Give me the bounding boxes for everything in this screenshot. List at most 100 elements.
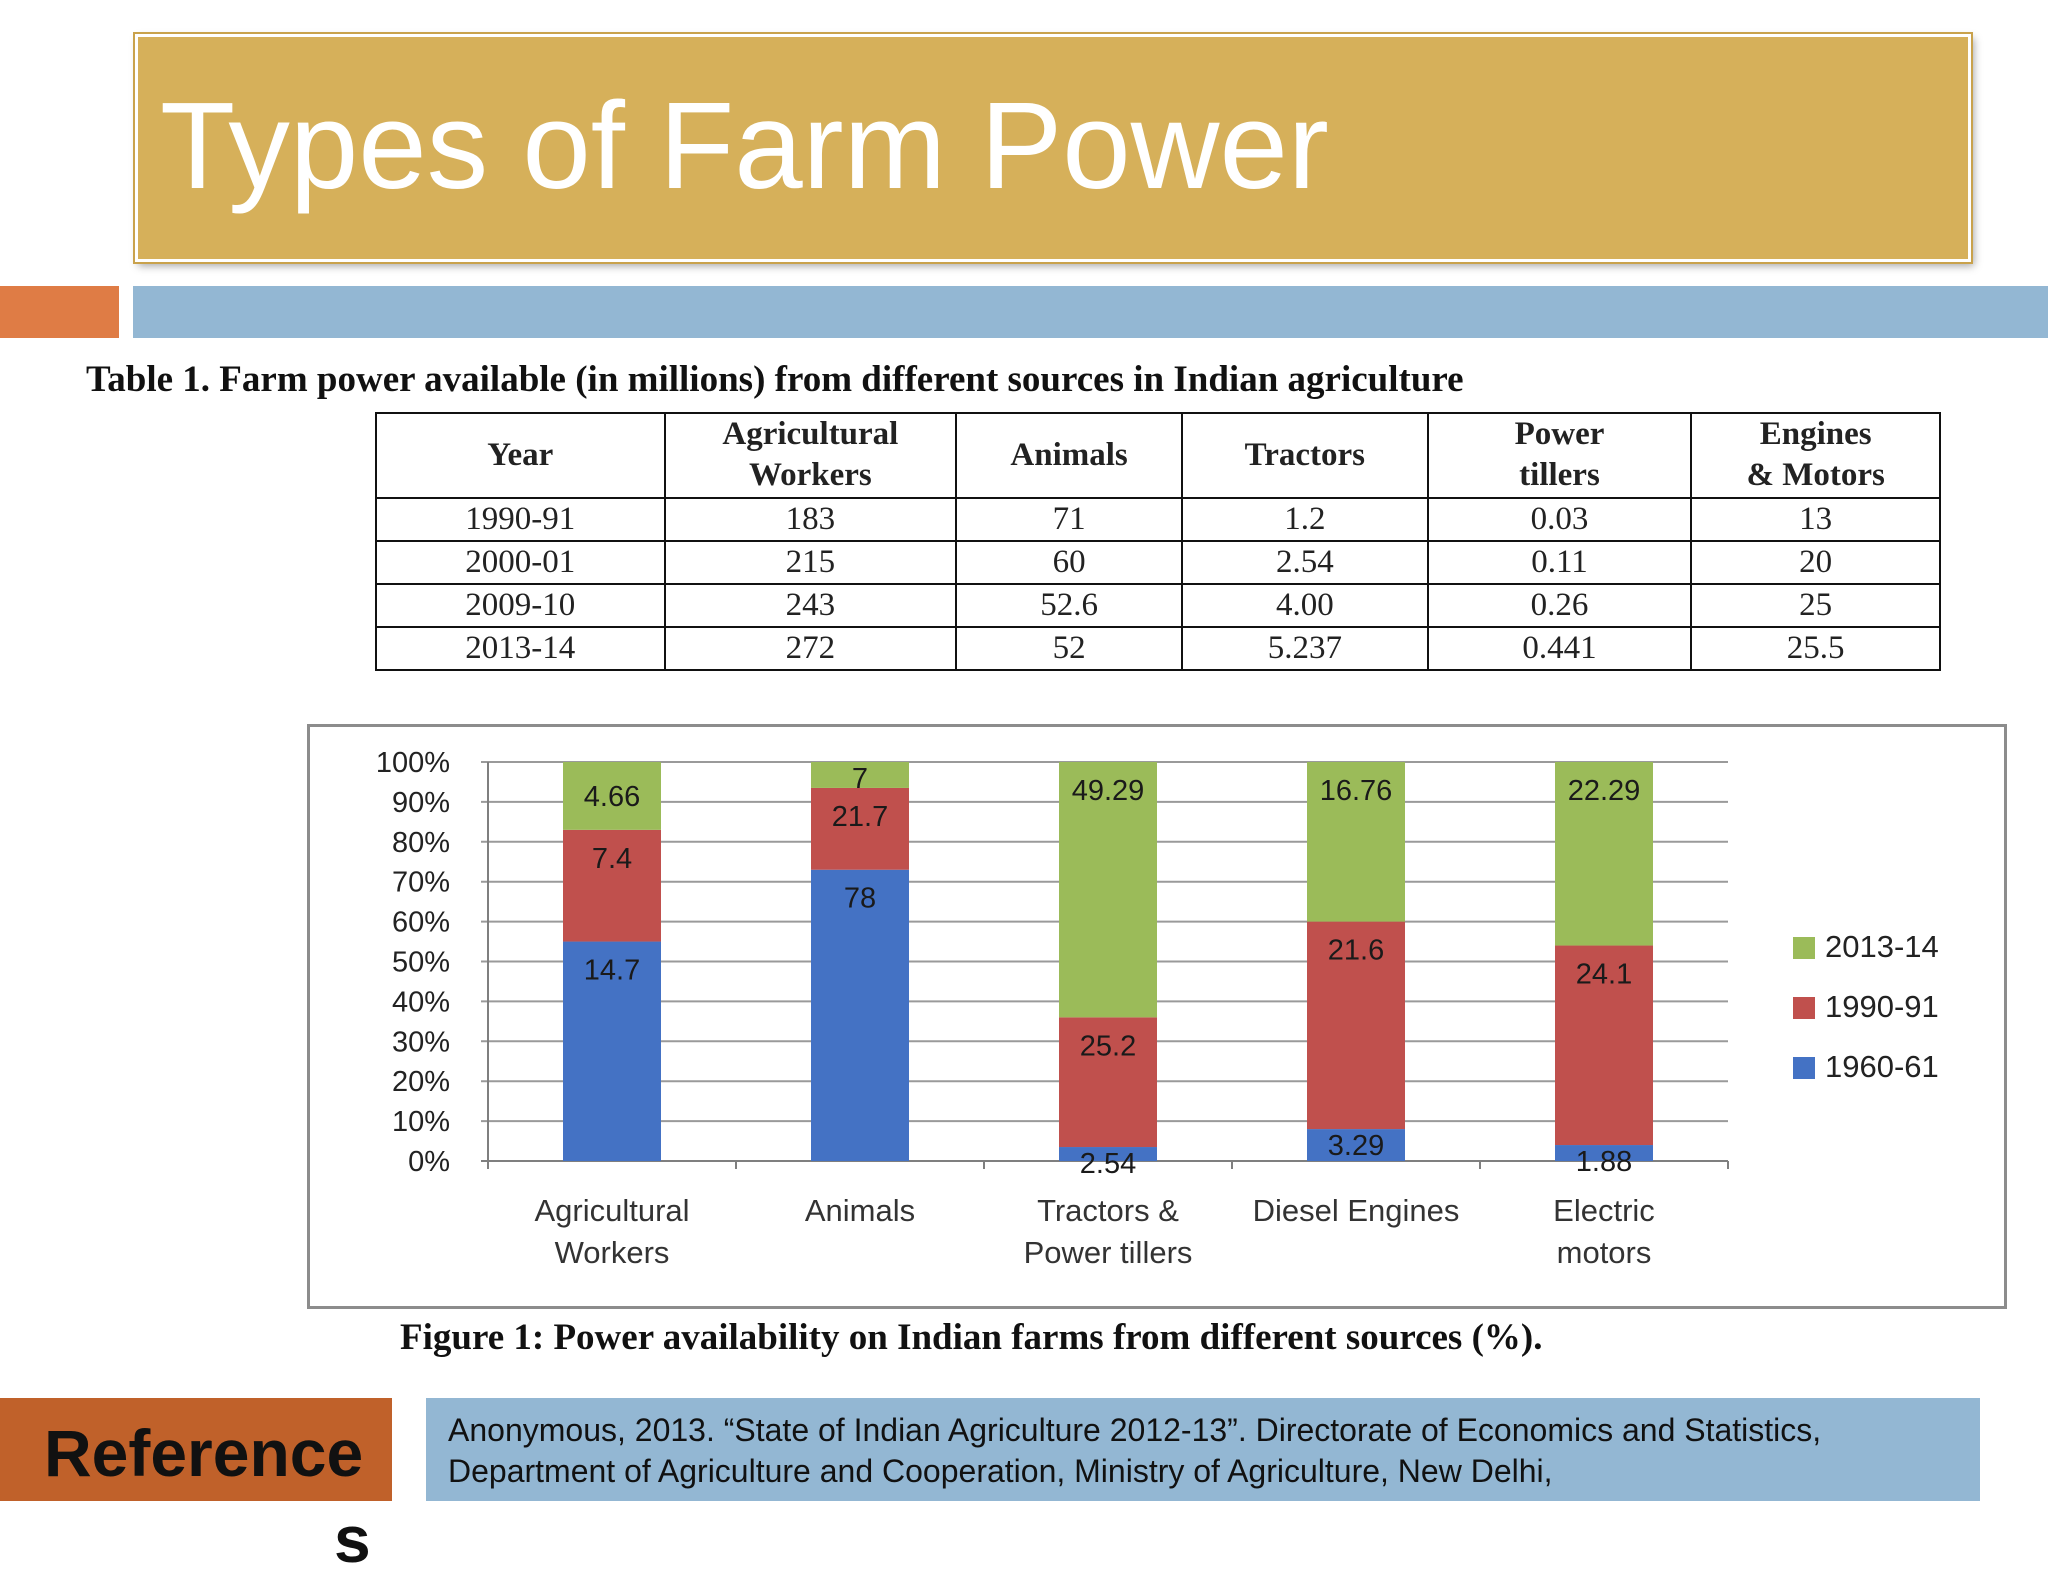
table-cell: 52 bbox=[955, 625, 1183, 671]
header-agricultural-workers: Agricultural Workers bbox=[663, 412, 958, 499]
bar-segment bbox=[1555, 945, 1653, 1146]
data-label: 14.7 bbox=[584, 955, 640, 987]
data-label: 49.29 bbox=[1072, 775, 1145, 807]
data-label: 21.7 bbox=[832, 801, 888, 833]
table-cell: 20 bbox=[1690, 539, 1941, 585]
table-row: 2009-10 243 52.6 4.00 0.26 25 bbox=[375, 582, 1941, 628]
reference-box: Anonymous, 2013. “State of Indian Agricu… bbox=[426, 1398, 1980, 1501]
table-header-row: Year Agricultural Workers Animals Tractor… bbox=[375, 412, 1941, 499]
category-label: Power tillers bbox=[1024, 1235, 1193, 1270]
bar-segment bbox=[1555, 762, 1653, 946]
header-tractors: Tractors bbox=[1180, 412, 1429, 499]
table-cell: 5.237 bbox=[1180, 625, 1429, 671]
table-cell: 13 bbox=[1690, 496, 1941, 542]
y-tick-label: 100% bbox=[376, 747, 450, 779]
data-label: 25.2 bbox=[1080, 1030, 1136, 1062]
bar-segment bbox=[811, 787, 909, 870]
category-label: Tractors & bbox=[1037, 1193, 1179, 1228]
table-cell: 4.00 bbox=[1180, 582, 1429, 628]
reference-label-box: Reference bbox=[0, 1398, 392, 1501]
y-tick-label: 10% bbox=[392, 1106, 450, 1138]
chart-frame: 0% 10% 20% 30% 40% 50% 60% 70% 80% 90% 100% 14.7 7.4… bbox=[307, 724, 2007, 1309]
category-label: motors bbox=[1557, 1235, 1652, 1270]
table-cell: 0.03 bbox=[1426, 496, 1693, 542]
data-label: 7.4 bbox=[592, 843, 632, 875]
header-power-tillers: Power tillers bbox=[1426, 412, 1693, 499]
reference-label-overflow: s bbox=[334, 1502, 371, 1576]
table-row: 2013-14 272 52 5.237 0.441 25.5 bbox=[375, 625, 1941, 671]
legend-label: 1990-91 bbox=[1825, 989, 1939, 1024]
bar-segment bbox=[1555, 1145, 1653, 1161]
table-cell: 1.2 bbox=[1180, 496, 1429, 542]
bar-segment bbox=[811, 869, 909, 1161]
table-cell: 1990-91 bbox=[375, 496, 666, 542]
y-tick-label: 40% bbox=[392, 986, 450, 1018]
table-cell: 2000-01 bbox=[375, 539, 666, 585]
header-year: Year bbox=[375, 412, 666, 499]
stacked-bar-chart: 0% 10% 20% 30% 40% 50% 60% 70% 80% 90% 100% 14.7 7.4… bbox=[376, 747, 1939, 1270]
bar-segment bbox=[1307, 762, 1405, 922]
category-label: Electric bbox=[1553, 1193, 1655, 1228]
accent-bar-blue bbox=[133, 286, 2048, 338]
data-label: 4.66 bbox=[584, 781, 640, 813]
data-label: 2.54 bbox=[1080, 1148, 1136, 1180]
data-label: 24.1 bbox=[1576, 959, 1632, 991]
category-label: Workers bbox=[555, 1235, 670, 1270]
category-label: Agricultural bbox=[534, 1193, 689, 1228]
table-cell: 60 bbox=[955, 539, 1183, 585]
bar-segment bbox=[1059, 1017, 1157, 1148]
y-tick-label: 60% bbox=[392, 907, 450, 939]
table-row: 2000-01 215 60 2.54 0.11 20 bbox=[375, 539, 1941, 585]
table-cell: 243 bbox=[663, 582, 958, 628]
data-label: 1.88 bbox=[1576, 1146, 1632, 1178]
table-row: 1990-91 183 71 1.2 0.03 13 bbox=[375, 496, 1941, 542]
data-label: 7 bbox=[852, 763, 868, 795]
header-engines-motors: Engines & Motors bbox=[1690, 412, 1941, 499]
table-cell: 25.5 bbox=[1690, 625, 1941, 671]
data-label: 78 bbox=[844, 883, 876, 915]
table-cell: 215 bbox=[663, 539, 958, 585]
figure-caption: Figure 1: Power availability on Indian f… bbox=[400, 1317, 1543, 1358]
y-tick-label: 20% bbox=[392, 1066, 450, 1098]
data-label: 21.6 bbox=[1328, 935, 1384, 967]
table-cell: 2013-14 bbox=[375, 625, 666, 671]
legend-label: 1960-61 bbox=[1825, 1049, 1939, 1084]
table-cell: 2009-10 bbox=[375, 582, 666, 628]
bar-segment bbox=[1059, 1147, 1157, 1161]
data-label: 3.29 bbox=[1328, 1130, 1384, 1162]
bar-segment bbox=[1307, 1129, 1405, 1161]
category-label: Diesel Engines bbox=[1253, 1193, 1460, 1228]
y-tick-label: 80% bbox=[392, 827, 450, 859]
y-tick-label: 50% bbox=[392, 947, 450, 979]
table-caption: Table 1. Farm power available (in millio… bbox=[86, 359, 1464, 400]
legend-swatch bbox=[1793, 1057, 1815, 1079]
y-tick-label: 90% bbox=[392, 787, 450, 819]
header-animals: Animals bbox=[955, 412, 1183, 499]
legend-swatch bbox=[1793, 997, 1815, 1019]
table-cell: 71 bbox=[955, 496, 1183, 542]
reference-label: Reference bbox=[44, 1416, 364, 1490]
bar-segment bbox=[563, 762, 661, 830]
data-label: 16.76 bbox=[1320, 775, 1393, 807]
slide-title: Types of Farm Power bbox=[160, 78, 1329, 215]
title-banner: Types of Farm Power bbox=[133, 32, 1973, 264]
y-tick-label: 0% bbox=[408, 1146, 450, 1178]
table-cell: 0.26 bbox=[1426, 582, 1693, 628]
accent-bar-orange bbox=[0, 286, 119, 338]
bar-segment bbox=[811, 762, 909, 788]
bar-segment bbox=[563, 829, 661, 942]
legend-label: 2013-14 bbox=[1825, 929, 1939, 964]
reference-text: Anonymous, 2013. “State of Indian Agricu… bbox=[448, 1412, 1822, 1489]
table-cell: 183 bbox=[663, 496, 958, 542]
table-cell: 2.54 bbox=[1180, 539, 1429, 585]
y-tick-label: 70% bbox=[392, 867, 450, 899]
legend-swatch bbox=[1793, 937, 1815, 959]
category-label: Animals bbox=[805, 1193, 915, 1228]
bar-segment bbox=[1059, 762, 1157, 1018]
table-cell: 272 bbox=[663, 625, 958, 671]
table-cell: 52.6 bbox=[955, 582, 1183, 628]
data-label: 22.29 bbox=[1568, 775, 1641, 807]
bar-segment bbox=[1307, 921, 1405, 1130]
table-cell: 0.11 bbox=[1426, 539, 1693, 585]
farm-power-table: Year Agricultural Workers Animals Tractor… bbox=[375, 412, 1941, 671]
